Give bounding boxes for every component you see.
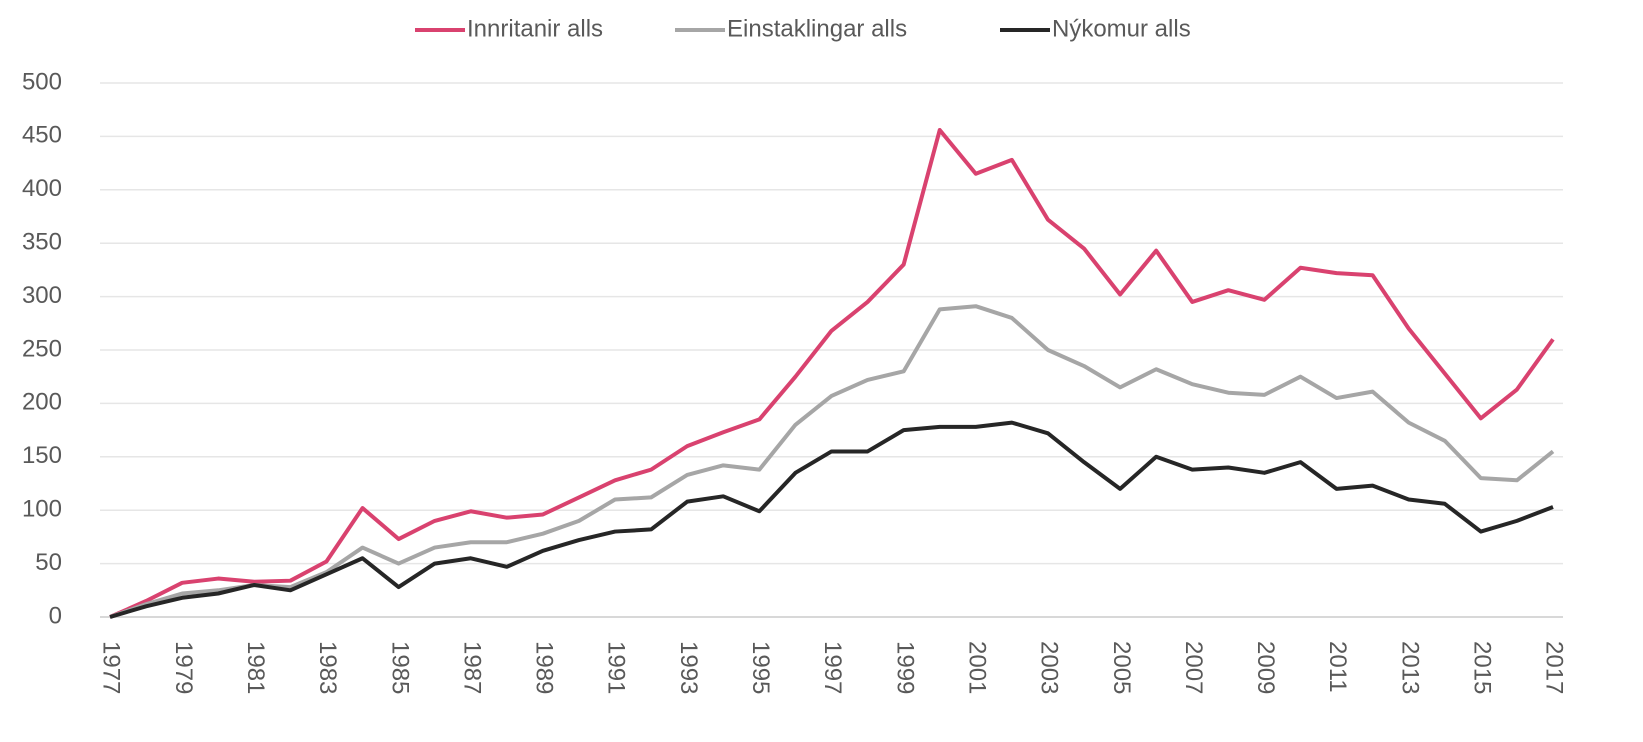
x-tick-label: 1997 <box>819 641 846 694</box>
series-line <box>109 304 1555 619</box>
x-tick-label: 2001 <box>963 641 990 694</box>
legend-label: Einstaklingar alls <box>727 15 907 42</box>
x-tick-label: 2007 <box>1180 641 1207 694</box>
x-tick-label: 1987 <box>458 641 485 694</box>
y-tick-label: 350 <box>22 229 62 256</box>
x-tick-label: 1999 <box>891 641 918 694</box>
x-tick-label: 2013 <box>1396 641 1423 694</box>
x-tick-label: 1985 <box>386 641 413 694</box>
x-tick-label: 1991 <box>603 641 630 694</box>
x-tick-label: 2009 <box>1252 641 1279 694</box>
y-tick-label: 450 <box>22 122 62 149</box>
y-tick-label: 500 <box>22 68 62 95</box>
series-line <box>109 420 1554 619</box>
y-tick-label: 100 <box>22 496 62 523</box>
x-tick-label: 1977 <box>98 641 125 694</box>
x-tick-label: 1995 <box>747 641 774 694</box>
x-tick-label: 2017 <box>1541 641 1568 694</box>
y-tick-label: 300 <box>22 282 62 309</box>
x-tick-label: 1989 <box>531 641 558 694</box>
x-tick-label: 2011 <box>1324 641 1351 693</box>
x-tick-label: 1983 <box>314 641 341 694</box>
y-tick-label: 200 <box>22 389 62 416</box>
x-tick-label: 1993 <box>675 641 702 694</box>
x-tick-label: 2005 <box>1108 641 1135 694</box>
y-tick-label: 250 <box>22 335 62 362</box>
y-tick-label: 0 <box>49 602 62 629</box>
x-tick-label: 2015 <box>1469 641 1496 694</box>
x-tick-label: 1979 <box>170 641 197 694</box>
x-tick-label: 1981 <box>242 641 269 694</box>
y-tick-label: 400 <box>22 175 62 202</box>
x-tick-label: 2003 <box>1036 641 1063 694</box>
y-tick-label: 150 <box>22 442 62 469</box>
y-tick-label: 50 <box>35 549 62 576</box>
series-line <box>109 127 1555 619</box>
legend-label: Innritanir alls <box>467 15 603 42</box>
legend-label: Nýkomur alls <box>1052 15 1191 42</box>
